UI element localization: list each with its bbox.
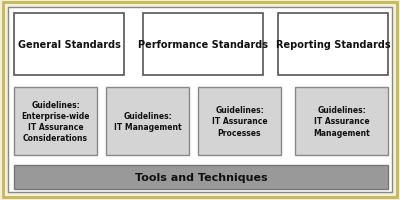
Text: Guidelines:
IT Assurance
Processes: Guidelines: IT Assurance Processes: [212, 106, 267, 137]
Bar: [14, 165, 388, 189]
Text: Performance Standards: Performance Standards: [138, 40, 268, 50]
Bar: [198, 88, 281, 155]
Bar: [14, 14, 124, 76]
Text: Reporting Standards: Reporting Standards: [276, 40, 390, 50]
Text: Guidelines:
IT Management: Guidelines: IT Management: [114, 111, 181, 131]
Text: Guidelines:
Enterprise-wide
IT Assurance
Considerations: Guidelines: Enterprise-wide IT Assurance…: [21, 100, 90, 142]
Text: Tools and Techniques: Tools and Techniques: [135, 172, 267, 182]
Bar: [278, 14, 388, 76]
Bar: [295, 88, 388, 155]
Text: General Standards: General Standards: [18, 40, 120, 50]
Text: Guidelines:
IT Assurance
Management: Guidelines: IT Assurance Management: [313, 106, 370, 137]
Bar: [143, 14, 263, 76]
Bar: [14, 88, 97, 155]
Bar: [106, 88, 189, 155]
